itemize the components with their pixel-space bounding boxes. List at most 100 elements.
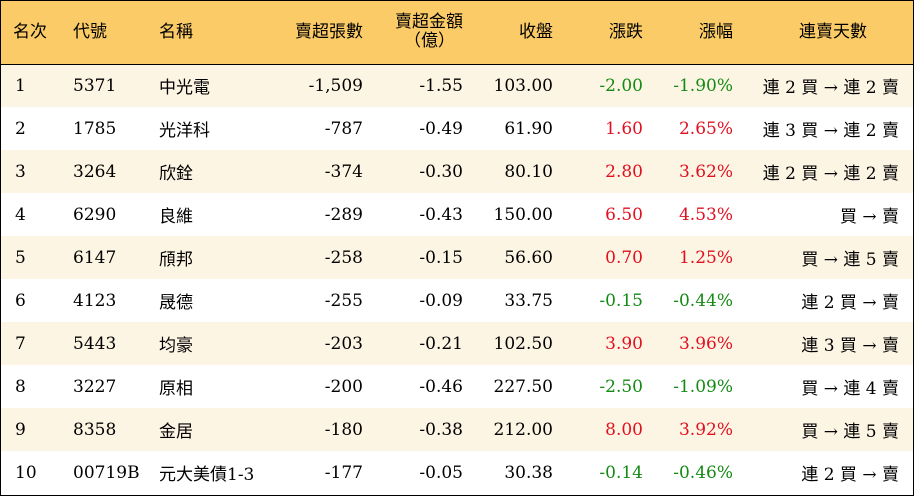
- cell-rank: 10: [15, 462, 37, 483]
- cell-change-pct: 2.65%: [678, 118, 733, 139]
- cell-net-sell-amount: -1.55: [419, 75, 463, 96]
- cell-name: 頎邦: [159, 250, 193, 270]
- header-net-sell-amount-line1: 賣超金額: [395, 12, 463, 33]
- cell-code: 1785: [73, 118, 117, 139]
- table-row: 2 1785 光洋科 -787 -0.49 61.90 1.60 2.65% 連 3 買 → 連…: [1, 107, 913, 150]
- cell-close: 56.60: [504, 247, 553, 268]
- cell-net-sell-lots: -787: [324, 118, 363, 139]
- cell-code: 3227: [73, 376, 117, 397]
- cell-close: 61.90: [504, 118, 553, 139]
- cell-change-pct: -0.44%: [673, 290, 733, 311]
- cell-rank: 7: [15, 333, 26, 354]
- cell-name: 晟德: [159, 293, 193, 313]
- cell-net-sell-amount: -0.15: [419, 247, 463, 268]
- cell-streak: 連 2 買 → 連 2 賣: [762, 78, 899, 99]
- table-row: 1 5371 中光電 -1,509 -1.55 103.00 -2.00 -1.90% 連 2 …: [1, 64, 913, 107]
- header-net-sell-amount-line2: （億）: [404, 31, 455, 52]
- table-row: 8 3227 原相 -200 -0.46 227.50 -2.50 -1.09% 買 → 連 4…: [1, 365, 913, 408]
- cell-close: 80.10: [504, 161, 553, 182]
- cell-change-pct: -1.09%: [673, 376, 733, 397]
- cell-streak: 買 → 連 5 賣: [801, 250, 899, 270]
- table-row: 7 5443 均豪 -203 -0.21 102.50 3.90 3.96% 連 3 買 → 賣: [1, 322, 913, 365]
- cell-change-pct: 3.62%: [678, 161, 733, 182]
- cell-net-sell-lots: -374: [324, 161, 363, 182]
- cell-change-pct: 3.96%: [678, 333, 733, 354]
- cell-name: 均豪: [159, 336, 193, 356]
- cell-net-sell-lots: -200: [324, 376, 363, 397]
- cell-name: 金居: [159, 422, 193, 442]
- cell-close: 102.50: [493, 333, 553, 354]
- cell-rank: 5: [15, 247, 26, 268]
- cell-streak: 連 2 買 → 賣: [801, 293, 899, 313]
- cell-code: 4123: [73, 290, 117, 311]
- header-streak: 連賣天數: [733, 1, 913, 65]
- table-row: 10 00719B 元大美債1-3 -177 -0.05 30.38 -0.14 -0.46%…: [1, 451, 913, 494]
- cell-net-sell-lots: -180: [324, 419, 363, 440]
- cell-change: -0.15: [599, 290, 643, 311]
- table-row: 6 4123 晟德 -255 -0.09 33.75 -0.15 -0.44% 連 2 買 → …: [1, 279, 913, 322]
- cell-close: 103.00: [493, 75, 553, 96]
- header-close: 收盤: [463, 1, 553, 65]
- cell-name: 良維: [159, 207, 193, 227]
- cell-name: 中光電: [159, 78, 210, 99]
- header-name: 名稱: [159, 1, 283, 65]
- table-row: 4 6290 良維 -289 -0.43 150.00 6.50 4.53% 買 → 賣: [1, 193, 913, 236]
- cell-change: 2.80: [605, 161, 643, 182]
- cell-close: 30.38: [504, 462, 553, 483]
- cell-rank: 2: [15, 118, 26, 139]
- cell-close: 227.50: [493, 376, 553, 397]
- cell-net-sell-amount: -0.30: [419, 161, 463, 182]
- cell-rank: 6: [15, 290, 26, 311]
- cell-rank: 8: [15, 376, 26, 397]
- header-row: 名次 代號 名稱 賣超張數 賣超金額 （億） 收盤 漲跌 漲幅 連賣天數: [1, 1, 913, 65]
- table-body: 1 5371 中光電 -1,509 -1.55 103.00 -2.00 -1.90% 連 2 …: [1, 64, 913, 494]
- table-row: 5 6147 頎邦 -258 -0.15 56.60 0.70 1.25% 買 → 連 5 賣: [1, 236, 913, 279]
- cell-net-sell-amount: -0.09: [419, 290, 463, 311]
- header-net-sell-amount: 賣超金額 （億）: [363, 1, 463, 65]
- cell-change: 6.50: [605, 204, 643, 225]
- cell-code: 6147: [73, 247, 117, 268]
- header-change-pct: 漲幅: [643, 1, 733, 65]
- cell-rank: 3: [15, 161, 26, 182]
- cell-name: 元大美債1-3: [159, 465, 255, 485]
- cell-rank: 9: [15, 419, 26, 440]
- cell-streak: 買 → 賣: [839, 207, 899, 227]
- header-code: 代號: [73, 1, 159, 65]
- cell-streak: 連 2 買 → 連 2 賣: [762, 164, 899, 184]
- header-net-sell-lots: 賣超張數: [283, 1, 363, 65]
- cell-code: 6290: [73, 204, 117, 225]
- header-change: 漲跌: [553, 1, 643, 65]
- cell-net-sell-lots: -289: [324, 204, 363, 225]
- cell-net-sell-lots: -255: [324, 290, 363, 311]
- cell-net-sell-lots: -203: [324, 333, 363, 354]
- cell-close: 212.00: [493, 419, 553, 440]
- cell-streak: 買 → 連 5 賣: [801, 422, 899, 442]
- table-row: 9 8358 金居 -180 -0.38 212.00 8.00 3.92% 買 → 連 5 賣: [1, 408, 913, 451]
- table-header: 名次 代號 名稱 賣超張數 賣超金額 （億） 收盤 漲跌 漲幅 連賣天數: [1, 1, 913, 65]
- cell-code: 3264: [73, 161, 117, 182]
- cell-net-sell-amount: -0.38: [419, 419, 463, 440]
- cell-net-sell-lots: -177: [324, 462, 363, 483]
- cell-change: 8.00: [605, 419, 643, 440]
- cell-net-sell-amount: -0.05: [419, 462, 463, 483]
- cell-change: 0.70: [605, 247, 643, 268]
- cell-net-sell-lots: -1,509: [308, 75, 363, 96]
- cell-streak: 連 2 買 → 賣: [801, 465, 899, 485]
- cell-close: 33.75: [504, 290, 553, 311]
- cell-code: 00719B: [73, 462, 140, 483]
- cell-streak: 連 3 買 → 連 2 賣: [762, 121, 899, 141]
- cell-code: 5371: [73, 75, 117, 96]
- cell-change: 3.90: [605, 333, 643, 354]
- cell-change-pct: 4.53%: [678, 204, 733, 225]
- cell-rank: 4: [15, 204, 26, 225]
- cell-change-pct: 3.92%: [678, 419, 733, 440]
- cell-rank: 1: [15, 75, 26, 96]
- cell-change: -2.00: [599, 75, 643, 96]
- cell-name: 原相: [159, 379, 193, 399]
- cell-change-pct: -0.46%: [673, 462, 733, 483]
- cell-name: 光洋科: [159, 121, 210, 141]
- table-row: 3 3264 欣銓 -374 -0.30 80.10 2.80 3.62% 連 2 買 → 連 …: [1, 150, 913, 193]
- cell-net-sell-amount: -0.21: [419, 333, 463, 354]
